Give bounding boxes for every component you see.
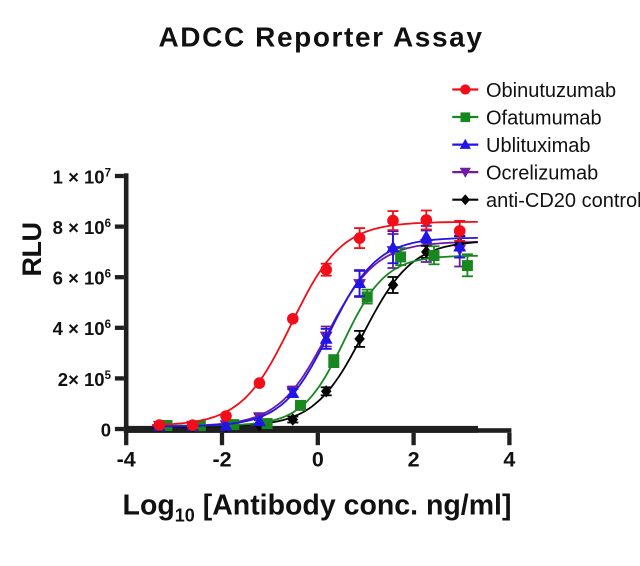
svg-text:Ofatumumab: Ofatumumab [486, 107, 602, 129]
svg-text:Ublituximab: Ublituximab [486, 135, 590, 157]
svg-text:-4: -4 [117, 448, 136, 472]
svg-text:4 × 106: 4 × 106 [53, 318, 111, 339]
svg-text:-2: -2 [212, 448, 231, 472]
svg-text:4: 4 [503, 448, 515, 472]
svg-text:1 × 107: 1 × 107 [53, 166, 111, 187]
svg-text:2× 105: 2× 105 [58, 369, 112, 390]
svg-text:RLU: RLU [17, 223, 47, 277]
svg-text:6 × 106: 6 × 106 [53, 268, 111, 289]
svg-text:anti-CD20 control: anti-CD20 control [486, 190, 640, 212]
svg-text:2: 2 [408, 448, 420, 472]
svg-text:ADCC Reporter Assay: ADCC Reporter Assay [158, 22, 483, 53]
svg-text:Obinutuzumab: Obinutuzumab [486, 80, 616, 102]
svg-text:8 × 106: 8 × 106 [53, 217, 111, 238]
svg-text:0: 0 [101, 419, 111, 440]
svg-text:Ocrelizumab: Ocrelizumab [486, 162, 598, 184]
svg-text:0: 0 [312, 448, 324, 472]
